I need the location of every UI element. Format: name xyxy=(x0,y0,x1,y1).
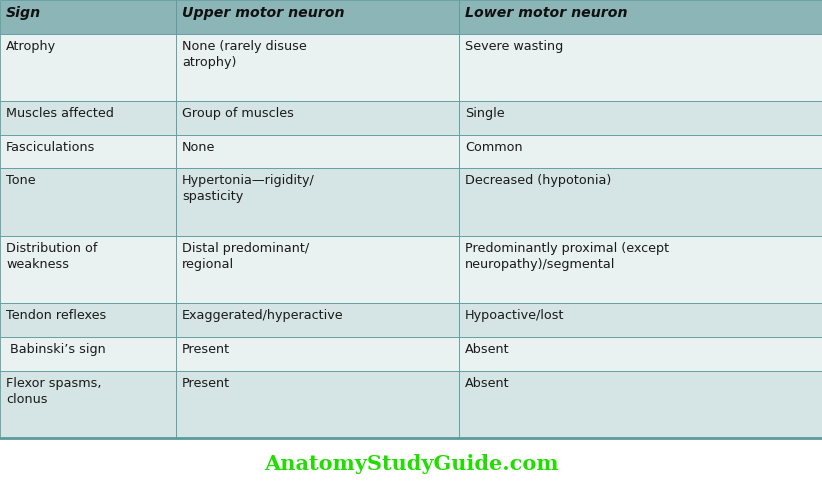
Bar xyxy=(176,34,459,101)
Text: AnatomyStudyGuide.com: AnatomyStudyGuide.com xyxy=(264,454,558,474)
Bar xyxy=(176,337,459,370)
Text: Atrophy: Atrophy xyxy=(6,40,56,53)
Text: Common: Common xyxy=(465,141,523,154)
Text: Muscles affected: Muscles affected xyxy=(6,107,114,120)
Text: Absent: Absent xyxy=(465,343,510,356)
Text: Severe wasting: Severe wasting xyxy=(465,40,563,53)
Bar xyxy=(459,236,822,303)
Bar xyxy=(459,135,822,169)
Text: None: None xyxy=(182,141,215,154)
Bar xyxy=(0,337,176,370)
Bar xyxy=(459,169,822,236)
Text: Hypertonia—rigidity/
spasticity: Hypertonia—rigidity/ spasticity xyxy=(182,174,315,203)
Bar xyxy=(176,0,459,34)
Text: Fasciculations: Fasciculations xyxy=(6,141,95,154)
Bar xyxy=(176,236,459,303)
Bar xyxy=(0,169,176,236)
Bar xyxy=(0,0,176,34)
Text: Decreased (hypotonia): Decreased (hypotonia) xyxy=(465,174,612,188)
Text: Tendon reflexes: Tendon reflexes xyxy=(6,309,106,322)
Bar xyxy=(0,34,176,101)
Bar xyxy=(459,370,822,438)
Text: Exaggerated/hyperactive: Exaggerated/hyperactive xyxy=(182,309,344,322)
Bar xyxy=(0,370,176,438)
Text: Sign: Sign xyxy=(6,6,41,20)
Bar xyxy=(459,337,822,370)
Bar xyxy=(0,135,176,169)
Text: Distal predominant/
regional: Distal predominant/ regional xyxy=(182,242,309,271)
Text: Tone: Tone xyxy=(6,174,35,188)
Bar xyxy=(0,236,176,303)
Text: Group of muscles: Group of muscles xyxy=(182,107,294,120)
Text: Distribution of
weakness: Distribution of weakness xyxy=(6,242,97,271)
Bar xyxy=(459,303,822,337)
Bar xyxy=(176,101,459,135)
Bar xyxy=(176,370,459,438)
Text: Predominantly proximal (except
neuropathy)/segmental: Predominantly proximal (except neuropath… xyxy=(465,242,669,271)
Text: Present: Present xyxy=(182,343,230,356)
Text: Hypoactive/lost: Hypoactive/lost xyxy=(465,309,565,322)
Text: None (rarely disuse
atrophy): None (rarely disuse atrophy) xyxy=(182,40,307,69)
Text: Babinski’s sign: Babinski’s sign xyxy=(6,343,106,356)
Text: Upper motor neuron: Upper motor neuron xyxy=(182,6,344,20)
Bar xyxy=(459,34,822,101)
Bar xyxy=(459,101,822,135)
Text: Lower motor neuron: Lower motor neuron xyxy=(465,6,627,20)
Bar xyxy=(0,303,176,337)
Bar xyxy=(0,101,176,135)
Text: Flexor spasms,
clonus: Flexor spasms, clonus xyxy=(6,377,101,406)
Text: Single: Single xyxy=(465,107,505,120)
Bar xyxy=(459,0,822,34)
Bar xyxy=(0,438,822,490)
Bar xyxy=(176,303,459,337)
Bar xyxy=(176,169,459,236)
Text: Absent: Absent xyxy=(465,377,510,390)
Text: Present: Present xyxy=(182,377,230,390)
Bar xyxy=(176,135,459,169)
